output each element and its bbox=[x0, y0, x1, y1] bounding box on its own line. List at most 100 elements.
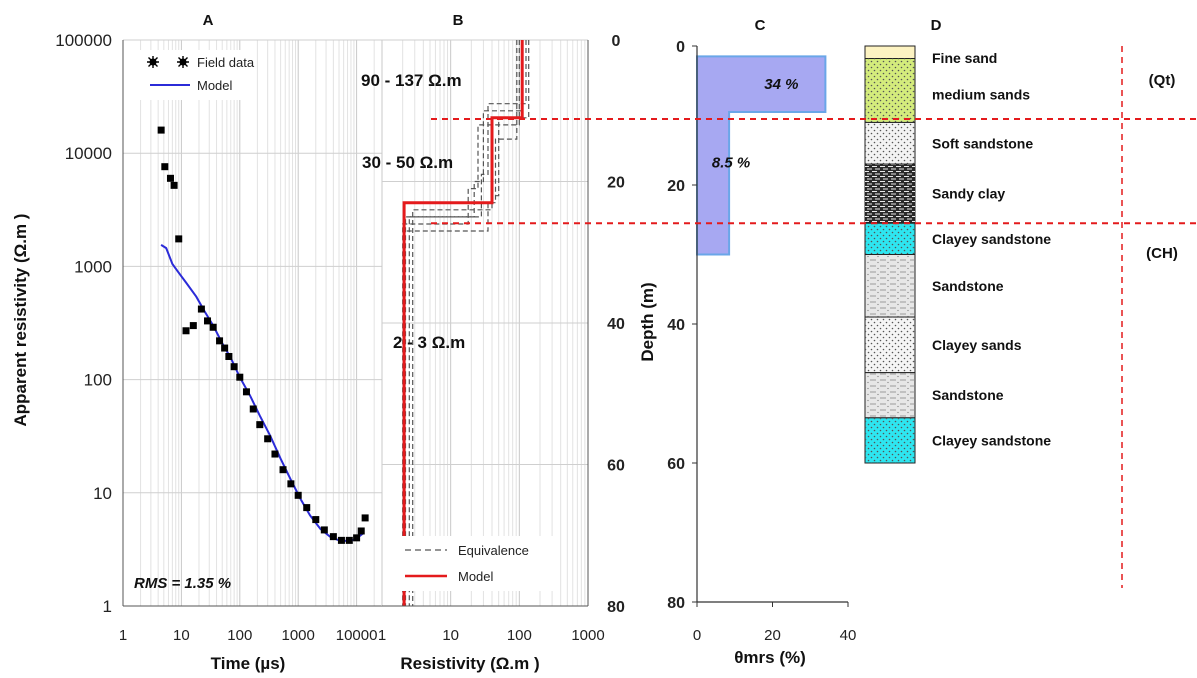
panel-c-xtick-label: 40 bbox=[840, 627, 857, 644]
lithology-label: Sandy clay bbox=[932, 186, 1005, 202]
panel-a-label: A bbox=[203, 12, 214, 29]
panel-a-field-point bbox=[242, 388, 250, 396]
panel-a-field-point bbox=[357, 527, 365, 535]
panel-a-field-point bbox=[182, 327, 190, 335]
panel-a-field-point bbox=[230, 363, 238, 371]
panel-c-label-lower: 8.5 % bbox=[712, 155, 750, 172]
panel-b-annotation-mid: 30 - 50 Ω.m bbox=[362, 153, 453, 172]
panel-a-field-point bbox=[256, 421, 264, 429]
lithology-layer-pattern bbox=[865, 417, 915, 463]
panel-b-annotation-low: 2 - 3 Ω.m bbox=[393, 333, 465, 352]
panel-b-ticks: 1 10 100 1000 0 20 40 60 80 bbox=[378, 33, 625, 644]
panel-c-label: C bbox=[755, 17, 766, 34]
panel-a-ytick-label: 100 bbox=[84, 371, 112, 390]
legend-model: Model bbox=[197, 78, 233, 93]
panel-a-field-point bbox=[312, 516, 320, 524]
panel-a-field-point bbox=[197, 305, 205, 313]
panel-a-legend: Field data Model bbox=[138, 50, 255, 100]
lithology-layer-pattern bbox=[865, 164, 915, 224]
panel-a-ytick-label: 1 bbox=[103, 597, 112, 616]
lithology-layer-pattern bbox=[865, 122, 915, 165]
panel-a-field-point bbox=[345, 536, 353, 544]
panel-a-plot-area bbox=[123, 40, 415, 606]
panel-d: D Fine sand medium sands Soft sandstone San… bbox=[431, 17, 1197, 588]
lithology-label: Clayey sandstone bbox=[932, 432, 1051, 448]
panel-a-field-point bbox=[320, 526, 328, 534]
panel-c-ytick-label: 20 bbox=[667, 178, 685, 195]
panel-b-model-line bbox=[402, 40, 524, 606]
panel-b-ytick-label: 60 bbox=[607, 458, 625, 475]
panel-b-xtick-label: 10 bbox=[442, 627, 459, 644]
panel-a-field-point bbox=[189, 322, 197, 330]
panel-a-xlabel: Time (µs) bbox=[211, 654, 286, 673]
panel-a-field-point bbox=[175, 235, 183, 243]
panel-c: 34 % 8.5 % 0 20 40 0 20 40 60 80 C θmrs (%) Dept… bbox=[638, 17, 856, 667]
panel-a-field-point bbox=[161, 163, 169, 171]
panel-a-field-point bbox=[264, 435, 272, 443]
panel-a-field-point bbox=[236, 373, 244, 381]
legend-field-data: Field data bbox=[197, 55, 255, 70]
lithology-label: Sandstone bbox=[932, 387, 1004, 403]
lithology-label: Clayey sands bbox=[932, 337, 1022, 353]
panel-b-xtick-label: 100 bbox=[507, 627, 532, 644]
panel-a-field-point bbox=[249, 405, 257, 413]
lithology-layer-pattern bbox=[865, 58, 915, 123]
panel-c-ytick-label: 40 bbox=[667, 317, 685, 334]
panel-b-ytick-label: 20 bbox=[607, 175, 625, 192]
panel-a-field-series bbox=[157, 126, 369, 544]
panel-a-field-point bbox=[216, 337, 224, 345]
panel-b-annotation-top: 90 - 137 Ω.m bbox=[361, 71, 462, 90]
lithology-layer-pattern bbox=[865, 223, 915, 255]
panel-a-field-point bbox=[353, 534, 361, 542]
panel-c-ytick-label: 60 bbox=[667, 456, 685, 473]
panel-a-field-point bbox=[337, 536, 345, 544]
panel-a-field-point bbox=[329, 533, 337, 541]
legend-equivalence: Equivalence bbox=[458, 543, 529, 558]
panel-c-bars: 34 % 8.5 % bbox=[696, 55, 827, 256]
panel-a-ytick-label: 100000 bbox=[55, 31, 112, 50]
panel-a-field-point bbox=[361, 514, 369, 522]
panel-b-equivalence-line bbox=[402, 40, 520, 606]
lithology-layer-pattern bbox=[865, 254, 915, 318]
lithology-column: Fine sand medium sands Soft sandstone Sandy… bbox=[864, 45, 1051, 464]
panel-b-model-series bbox=[402, 40, 524, 606]
panel-c-label-upper: 34 % bbox=[764, 76, 798, 93]
lithology-layer-pattern bbox=[865, 317, 915, 373]
panel-a-ticks: 1 10 100 1000 10000 1 10 100 1000 10000 100000 bbox=[55, 31, 377, 644]
panel-b-legend: Equivalence Model bbox=[398, 536, 558, 591]
panel-b-equivalence-line bbox=[404, 40, 523, 606]
panel-a-ytick-label: 10000 bbox=[65, 144, 112, 163]
panel-b-xtick-label: 1000 bbox=[571, 627, 604, 644]
legend-model-b: Model bbox=[458, 569, 494, 584]
panel-a-field-point bbox=[209, 323, 217, 331]
panel-c-ylabel: Depth (m) bbox=[638, 282, 657, 361]
panel-a-field-point bbox=[271, 450, 279, 458]
panel-b-ytick-label: 0 bbox=[612, 33, 621, 50]
lithology-layer bbox=[864, 45, 916, 60]
panel-a-xtick-label: 10000 bbox=[336, 627, 378, 644]
panel-b-ytick-label: 40 bbox=[607, 316, 625, 333]
panel-a-ytick-label: 1000 bbox=[74, 257, 112, 276]
panel-a-field-point bbox=[204, 317, 212, 325]
panel-a-xtick-label: 1000 bbox=[282, 627, 315, 644]
panel-b-label: B bbox=[453, 12, 464, 29]
panel-b-equivalence-line bbox=[408, 40, 527, 606]
panel-c-ticks: 0 20 40 0 20 40 60 80 bbox=[667, 39, 856, 644]
panel-a-field-point bbox=[303, 504, 311, 512]
unit-label: (Qt) bbox=[1149, 72, 1176, 89]
panel-a-field-point bbox=[225, 352, 233, 360]
panel-a-xtick-label: 100 bbox=[227, 627, 252, 644]
panel-b-ytick-label: 80 bbox=[607, 599, 625, 616]
panel-d-label: D bbox=[931, 17, 942, 34]
lithology-label: medium sands bbox=[932, 86, 1030, 102]
panel-c-xlabel: θmrs (%) bbox=[734, 648, 806, 667]
lithology-units: (Qt) (CH) bbox=[431, 46, 1197, 588]
lithology-label: Clayey sandstone bbox=[932, 231, 1051, 247]
panel-a-rms-annotation: RMS = 1.35 % bbox=[134, 575, 231, 592]
legend-field-marker bbox=[147, 56, 189, 68]
panel-b: 1 10 100 1000 0 20 40 60 80 B Resistivity (Ω.m )… bbox=[361, 12, 625, 673]
panel-a-ylabel: Apparent resistivity (Ω.m ) bbox=[11, 214, 30, 427]
lithology-label: Soft sandstone bbox=[932, 135, 1033, 151]
